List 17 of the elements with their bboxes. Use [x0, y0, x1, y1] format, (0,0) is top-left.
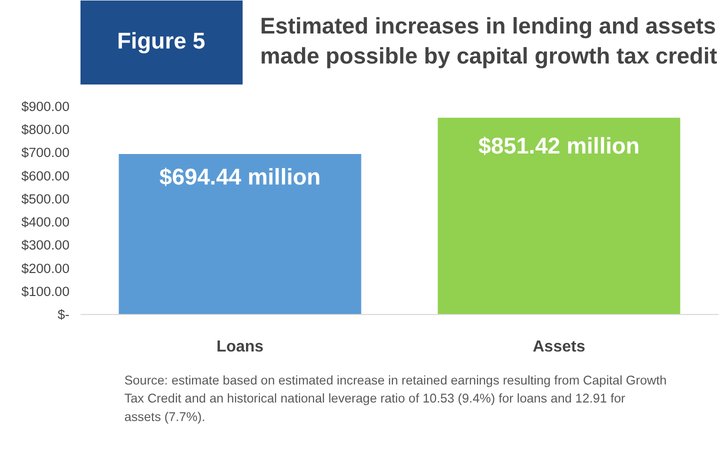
- data-label: $694.44 million: [159, 163, 321, 190]
- source-note: Source: estimate based on estimated increase in retained earnings resulting from Capital Growth Tax Credit and an historical national leverage ratio of 10.53 (9.4%) for loans and 12.91 for assets (7.7%).: [124, 374, 667, 424]
- chart-title: Estimated increases in lending and assets made possible by capital growth tax credit: [260, 12, 718, 68]
- y-tick-label: $300.00: [21, 238, 70, 253]
- y-tick-label: $200.00: [21, 260, 70, 276]
- data-label: $851.42 million: [478, 132, 640, 158]
- x-tick-label: Assets: [532, 338, 586, 356]
- y-tick-label: $100.00: [21, 284, 70, 299]
- x-tick-label: Loans: [216, 338, 264, 356]
- caption: Figure 5: [117, 28, 206, 54]
- y-tick-label: $-: [58, 307, 70, 322]
- y-tick-label: $800.00: [21, 122, 70, 138]
- y-tick-label: $700.00: [21, 145, 70, 160]
- y-tick-label: $600.00: [21, 168, 70, 184]
- y-tick-label: $400.00: [21, 214, 70, 230]
- y-tick-label: $500.00: [21, 191, 70, 206]
- y-tick-label: $900.00: [21, 99, 70, 114]
